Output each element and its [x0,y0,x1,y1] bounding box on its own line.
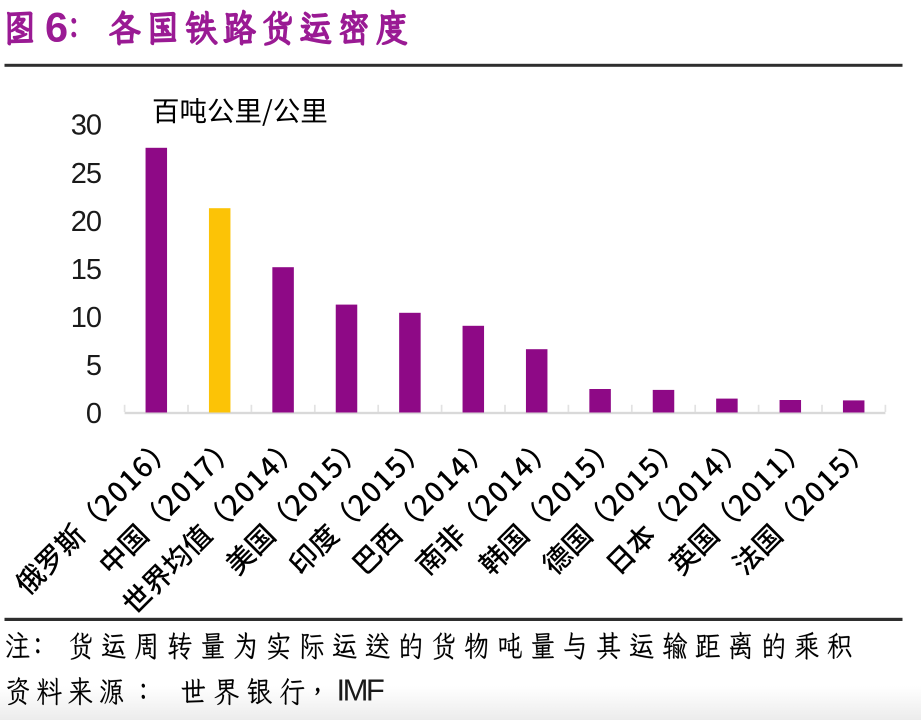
svg-text:6: 6 [45,3,68,50]
svg-text:10: 10 [71,302,101,334]
svg-text:5: 5 [86,350,101,382]
svg-text:15: 15 [71,254,101,286]
svg-text:30: 30 [71,110,101,142]
svg-text:0: 0 [86,398,101,430]
svg-text:IMF: IMF [337,673,384,708]
svg-text:20: 20 [71,206,101,238]
svg-text:25: 25 [71,158,101,190]
